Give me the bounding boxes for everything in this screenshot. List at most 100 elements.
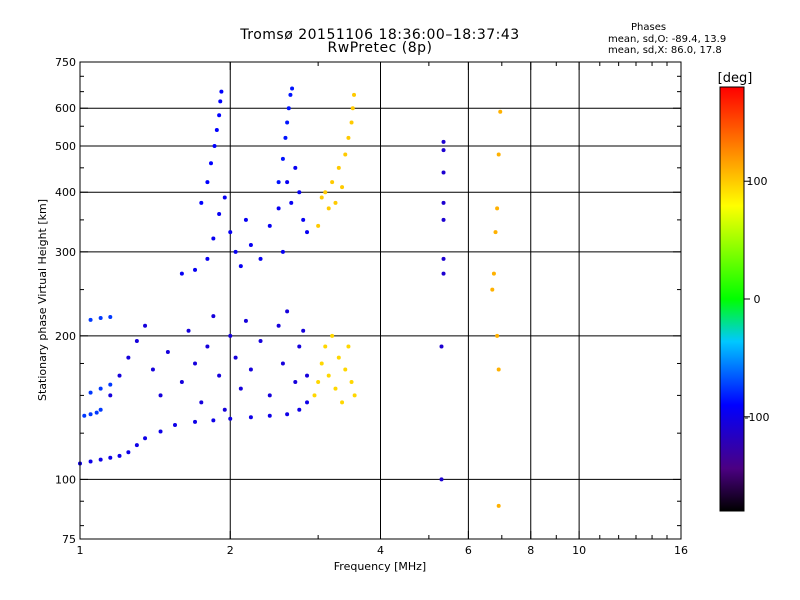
data-point (219, 89, 224, 94)
data-point (340, 185, 345, 190)
data-point (280, 249, 285, 254)
data-point (340, 400, 345, 405)
data-point (88, 412, 93, 417)
data-point (205, 344, 210, 349)
y-tick-label: 75 (62, 533, 76, 546)
data-point (496, 152, 501, 157)
data-point (293, 380, 298, 385)
y-tick-label: 200 (55, 330, 76, 343)
data-point (179, 271, 184, 276)
data-point (248, 243, 253, 248)
y-tick-label: 300 (55, 246, 76, 259)
data-point (88, 317, 93, 322)
data-point (158, 429, 163, 434)
data-point (333, 386, 338, 391)
data-point (301, 328, 306, 333)
data-point (233, 249, 238, 254)
data-point (343, 367, 348, 372)
data-point (336, 355, 341, 360)
data-point (238, 264, 243, 269)
data-point (98, 315, 103, 320)
data-point (88, 390, 93, 395)
data-point (98, 407, 103, 412)
data-point (441, 170, 446, 175)
x-tick-label: 10 (572, 544, 586, 557)
data-point (305, 230, 310, 235)
data-point (441, 139, 446, 144)
colorbar-ticks: 100 0 -100 (744, 175, 769, 424)
data-point (323, 344, 328, 349)
x-tick-label: 16 (674, 544, 688, 557)
data-point (491, 271, 496, 276)
data-point (312, 393, 317, 398)
data-point (88, 459, 93, 464)
data-point (222, 407, 227, 412)
data-point (305, 400, 310, 405)
colorbar-tick-label: 0 (754, 293, 761, 306)
data-point (290, 86, 295, 91)
data-point (441, 256, 446, 261)
data-point (158, 393, 163, 398)
data-point (280, 156, 285, 161)
data-point (243, 217, 248, 222)
data-point (498, 109, 503, 114)
data-point (333, 200, 338, 205)
data-point (98, 457, 103, 462)
data-point (267, 413, 272, 418)
data-point (108, 393, 113, 398)
data-point (211, 236, 216, 241)
data-point (346, 344, 351, 349)
phase-stats-header: Phases (631, 22, 667, 33)
phase-stats-o-mode: mean, sd,O: -89.4, 13.9 (608, 34, 727, 45)
data-point (217, 113, 222, 118)
data-point (258, 256, 263, 261)
data-point (330, 333, 335, 338)
data-point (326, 373, 331, 378)
data-point (258, 339, 263, 344)
colorbar-tick-label: 100 (747, 175, 768, 188)
data-point (193, 267, 198, 272)
data-point (285, 412, 290, 417)
data-point (352, 393, 357, 398)
data-point (126, 450, 131, 455)
data-point (316, 223, 321, 228)
data-point (297, 190, 302, 195)
data-point (94, 410, 99, 415)
data-point (286, 106, 291, 111)
data-point (495, 206, 500, 211)
data-point (319, 361, 324, 366)
data-point (323, 190, 328, 195)
data-point (108, 382, 113, 387)
data-point (285, 180, 290, 185)
data-point (297, 344, 302, 349)
phase-colorbar (719, 86, 745, 512)
data-point (267, 223, 272, 228)
data-point (439, 477, 444, 482)
data-point (165, 349, 170, 354)
data-point (285, 309, 290, 314)
data-point (150, 367, 155, 372)
data-point (276, 180, 281, 185)
data-point (297, 407, 302, 412)
data-point (172, 423, 177, 428)
axes: 1 2 4 6 8 10 16 75 100 200 300 400 500 600 750 (55, 56, 688, 557)
data-point (205, 256, 210, 261)
data-point (199, 400, 204, 405)
data-point (289, 200, 294, 205)
data-point (346, 135, 351, 140)
y-tick-label: 400 (55, 186, 76, 199)
x-tick-label: 8 (527, 544, 534, 557)
y-tick-label: 600 (55, 102, 76, 115)
data-point (212, 143, 217, 148)
data-point (217, 212, 222, 217)
data-point (490, 287, 495, 292)
data-point (248, 415, 253, 420)
data-point (441, 148, 446, 153)
colorbar-tick-label: -100 (745, 411, 770, 424)
x-axis-label: Frequency [MHz] (334, 560, 426, 573)
data-point (143, 323, 148, 328)
x-tick-label: 1 (77, 544, 84, 557)
data-point (276, 323, 281, 328)
data-point (441, 200, 446, 205)
